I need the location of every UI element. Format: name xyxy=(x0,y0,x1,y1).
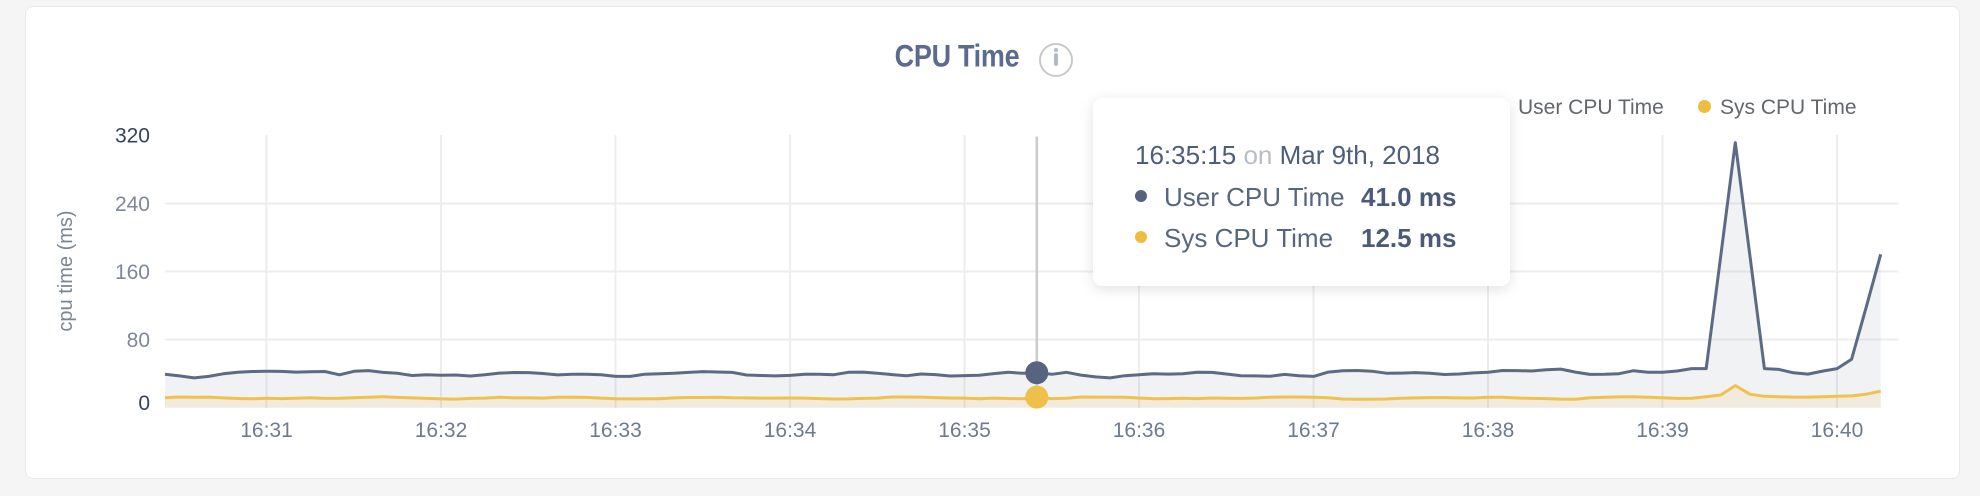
svg-text:16:33: 16:33 xyxy=(589,419,642,442)
svg-text:16:37: 16:37 xyxy=(1287,419,1340,442)
svg-text:16:31: 16:31 xyxy=(240,419,293,442)
svg-text:16:35: 16:35 xyxy=(938,419,991,442)
svg-text:16:34: 16:34 xyxy=(764,419,817,442)
svg-text:240: 240 xyxy=(115,193,150,216)
svg-text:16:38: 16:38 xyxy=(1462,419,1515,442)
svg-text:cpu time (ms): cpu time (ms) xyxy=(55,210,77,331)
svg-text:16:39: 16:39 xyxy=(1636,419,1689,442)
svg-text:16:36: 16:36 xyxy=(1113,419,1166,442)
svg-text:160: 160 xyxy=(115,261,150,284)
svg-text:16:32: 16:32 xyxy=(415,419,468,442)
svg-text:320: 320 xyxy=(115,125,150,148)
svg-text:16:40: 16:40 xyxy=(1811,419,1864,442)
svg-text:0: 0 xyxy=(138,392,150,415)
svg-text:80: 80 xyxy=(127,329,150,352)
